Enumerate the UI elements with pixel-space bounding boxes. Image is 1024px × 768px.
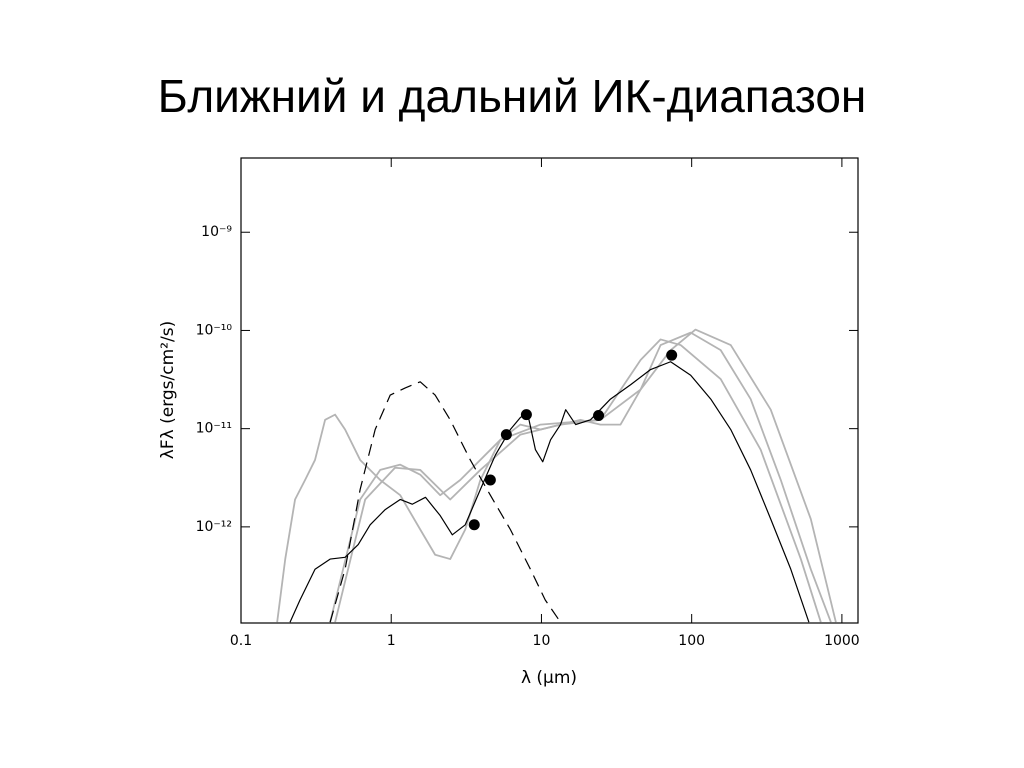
plot-area (276, 328, 837, 623)
data-point (500, 429, 512, 441)
sed-curve (334, 328, 837, 623)
slide-title: Ближний и дальний ИК-диапазон (158, 70, 867, 122)
x-tick-label: 1 (387, 633, 396, 649)
y-tick-label: 10⁻¹¹ (196, 421, 232, 437)
plot-frame (240, 157, 859, 624)
x-tick-label: 10 (533, 633, 551, 649)
data-point (520, 409, 532, 421)
y-axis-label: λFλ (ergs/cm²/s) (158, 321, 178, 459)
data-point (484, 474, 496, 486)
y-tick-label: 10⁻¹⁰ (196, 322, 233, 338)
sed-curve (289, 361, 810, 623)
x-tick-label: 100 (678, 633, 705, 649)
data-point (468, 519, 480, 531)
y-tick-label: 10⁻⁹ (201, 224, 232, 240)
x-axis-label: λ (μm) (521, 668, 577, 688)
sed-curve (329, 338, 822, 623)
data-point (666, 349, 678, 361)
x-tick-label: 0.1 (230, 633, 252, 649)
sed-curve (276, 331, 832, 623)
data-point (593, 410, 605, 422)
y-tick-label: 10⁻¹² (196, 519, 232, 535)
dashed-curve (329, 381, 562, 623)
x-tick-label: 1000 (824, 633, 860, 649)
